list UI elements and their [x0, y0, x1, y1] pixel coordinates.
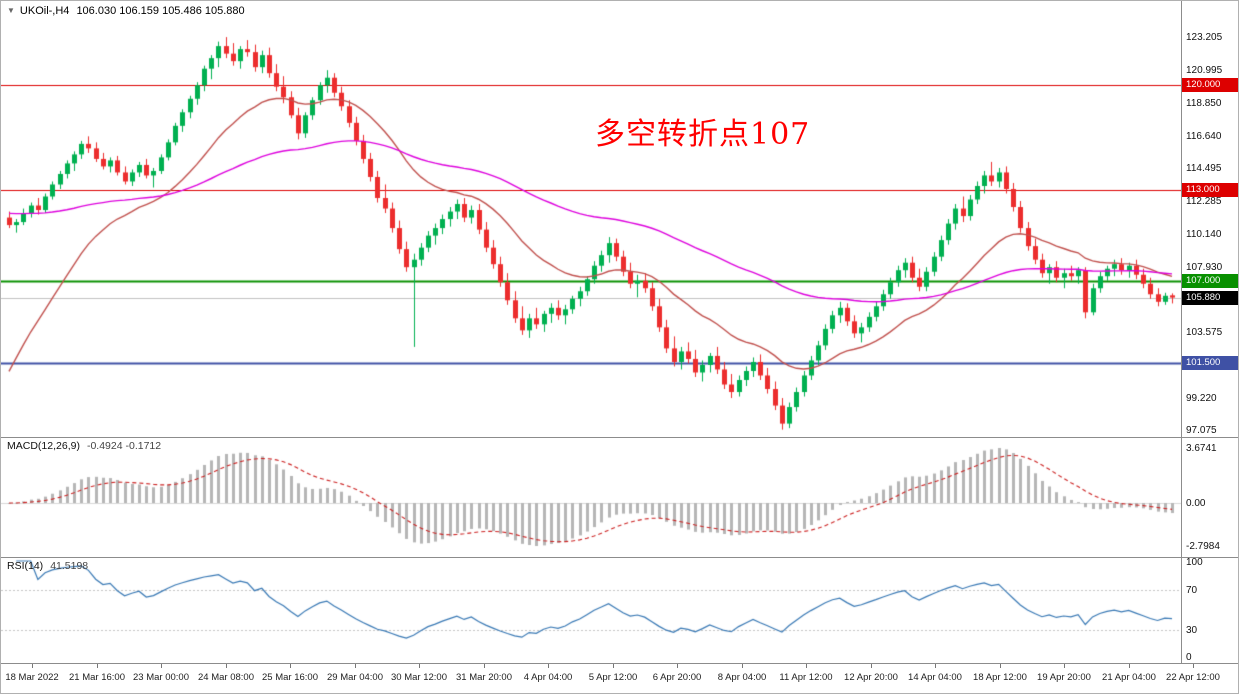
price-axis-label: 107.930	[1186, 261, 1223, 273]
macd-axis-label: 3.6741	[1186, 443, 1217, 454]
rsi-panel: RSI(14) 41.5198 100 70 30 0	[1, 557, 1238, 663]
time-axis-label: 5 Apr 12:00	[588, 672, 638, 683]
time-axis-label: 24 Mar 08:00	[198, 672, 254, 683]
macd-chart-canvas[interactable]	[1, 437, 1182, 557]
rsi-axis-label: 30	[1186, 624, 1198, 636]
time-axis-tick	[484, 664, 485, 668]
time-axis-tick	[97, 664, 98, 668]
price-axis-label: 123.205	[1186, 32, 1223, 44]
price-badge: 101.500	[1182, 356, 1238, 371]
time-axis-label: 19 Apr 20:00	[1037, 672, 1091, 683]
time-axis-tick	[161, 664, 162, 668]
macd-values: -0.4924 -0.1712	[86, 440, 162, 452]
panel-divider[interactable]	[1, 557, 1238, 558]
time-axis-tick	[226, 664, 227, 668]
price-axis-label: 97.075	[1186, 425, 1217, 436]
time-axis-tick	[419, 664, 420, 668]
ohlc-values-label: 106.030 106.159 105.486 105.880	[76, 5, 245, 17]
time-axis-label: 29 Mar 04:00	[327, 672, 383, 683]
time-axis-tick	[613, 664, 614, 668]
time-axis-label: 8 Apr 04:00	[717, 672, 767, 683]
panel-divider[interactable]	[1, 663, 1238, 664]
rsi-name: RSI(14)	[7, 560, 44, 572]
time-axis-label: 21 Apr 04:00	[1102, 672, 1156, 683]
time-axis-tick	[1000, 664, 1001, 668]
time-axis-tick	[548, 664, 549, 668]
time-axis-tick	[806, 664, 807, 668]
price-axis[interactable]: 123.205 120.995 118.850 116.640 114.495 112.2…	[1182, 1, 1238, 437]
price-axis-label: 120.995	[1186, 65, 1223, 77]
macd-axis-label: 0.00	[1186, 498, 1206, 509]
time-axis-tick	[32, 664, 33, 668]
time-axis-label: 18 Mar 2022	[5, 672, 59, 683]
price-badge: 120.000	[1182, 78, 1238, 93]
rsi-label: RSI(14) 41.5198	[7, 560, 88, 572]
annotation-text[interactable]: 多空转折点107	[595, 117, 811, 152]
rsi-axis-label: 0	[1186, 652, 1192, 663]
time-axis-label: 22 Apr 12:00	[1166, 672, 1220, 683]
price-chart-panel: ▼ UKOil-,H4 106.030 106.159 105.486 105.88…	[1, 1, 1238, 437]
price-axis-label: 103.575	[1186, 327, 1223, 339]
price-badge: 105.880	[1182, 290, 1238, 305]
time-axis-tick	[1064, 664, 1065, 668]
time-axis-tick	[355, 664, 356, 668]
time-axis-tick	[1193, 664, 1194, 668]
time-axis[interactable]: 18 Mar 2022 21 Mar 16:00 23 Mar 00:00 24 Ma…	[1, 663, 1238, 693]
time-axis-label: 31 Mar 20:00	[456, 672, 512, 683]
candlestick-chart-canvas[interactable]	[1, 1, 1182, 437]
collapse-triangle-icon[interactable]: ▼	[7, 6, 15, 15]
time-axis-tick	[1129, 664, 1130, 668]
price-axis-label: 118.850	[1186, 97, 1222, 109]
rsi-chart-canvas[interactable]	[1, 557, 1182, 663]
price-badge: 107.000	[1182, 273, 1238, 288]
macd-axis[interactable]: 3.6741 0.00 -2.7984	[1182, 437, 1238, 557]
rsi-axis-label: 70	[1186, 585, 1198, 597]
time-axis-label: 6 Apr 20:00	[652, 672, 702, 683]
time-axis-tick	[677, 664, 678, 668]
price-axis-label: 110.140	[1186, 228, 1222, 240]
rsi-axis[interactable]: 100 70 30 0	[1182, 557, 1238, 663]
price-axis-label: 114.495	[1186, 163, 1222, 174]
price-axis-label: 116.640	[1186, 130, 1222, 142]
time-axis-label: 21 Mar 16:00	[69, 672, 125, 683]
time-axis-tick	[742, 664, 743, 668]
axis-separator-line	[1181, 1, 1182, 663]
panel-divider[interactable]	[1, 437, 1238, 438]
time-axis-label: 4 Apr 04:00	[523, 672, 573, 683]
symbol-timeframe-label: UKOil-,H4	[19, 5, 70, 17]
time-axis-label: 14 Apr 04:00	[908, 672, 962, 683]
price-axis-label: 112.285	[1186, 196, 1222, 208]
rsi-axis-label: 100	[1186, 557, 1203, 568]
time-axis-tick	[935, 664, 936, 668]
price-axis-label: 99.220	[1186, 392, 1217, 404]
time-axis-label: 18 Apr 12:00	[973, 672, 1027, 683]
chart-title: ▼ UKOil-,H4 106.030 106.159 105.486 105.88…	[7, 5, 245, 17]
macd-panel: MACD(12,26,9) -0.4924 -0.1712 3.6741 0.00 -…	[1, 437, 1238, 557]
time-axis-label: 11 Apr 12:00	[779, 672, 833, 683]
time-axis-tick	[871, 664, 872, 668]
macd-label: MACD(12,26,9) -0.4924 -0.1712	[7, 440, 161, 452]
time-axis-label: 12 Apr 20:00	[844, 672, 898, 683]
rsi-value: 41.5198	[50, 560, 89, 572]
price-badge: 113.000	[1182, 183, 1238, 198]
time-axis-label: 25 Mar 16:00	[262, 672, 318, 683]
macd-axis-label: -2.7984	[1186, 541, 1220, 552]
macd-name: MACD(12,26,9)	[7, 440, 80, 452]
time-axis-tick	[290, 664, 291, 668]
time-axis-label: 23 Mar 00:00	[133, 672, 189, 683]
time-axis-label: 30 Mar 12:00	[391, 672, 447, 683]
